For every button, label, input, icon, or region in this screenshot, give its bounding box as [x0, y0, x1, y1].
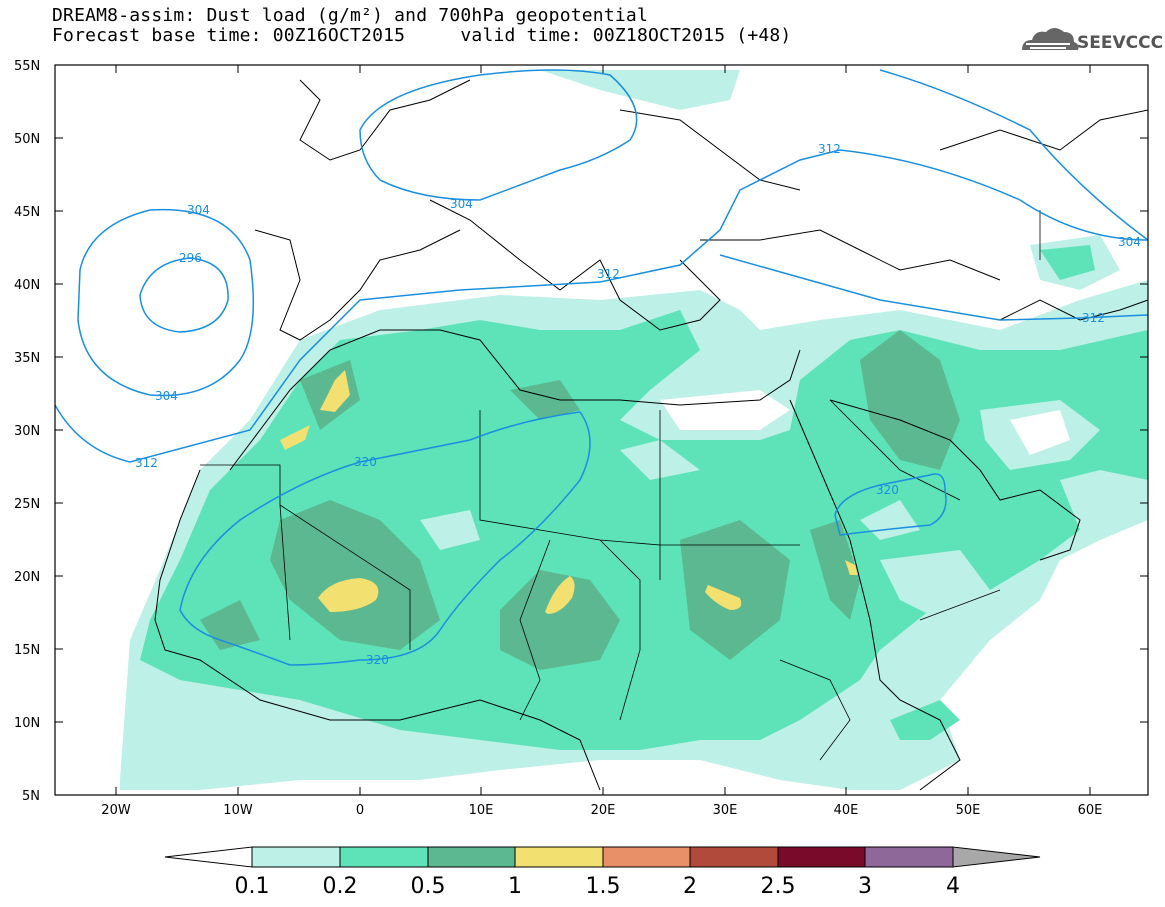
colorbar-swatch — [602, 846, 691, 868]
logo: SEEVCCC — [1022, 28, 1163, 53]
contour-label: 312 — [818, 142, 841, 156]
geopotential-contours — [55, 69, 1148, 666]
longitude-labels: 20W 10W 0 10E 20E 30E 40E 50E 60E — [101, 803, 1102, 818]
lat-label: 50N — [14, 132, 40, 147]
colorbar-label: 1.5 — [586, 874, 621, 899]
colorbar-label: 1 — [508, 874, 522, 899]
map-subtitle: Forecast base time: 00Z16OCT2015 valid t… — [52, 25, 792, 46]
colorbar-swatch — [952, 846, 1041, 868]
contour-label: 296 — [179, 251, 202, 265]
axis-ticks — [55, 64, 1148, 795]
lon-label: 50E — [956, 803, 981, 818]
colorbar-swatch — [777, 846, 866, 868]
contour-labels: 304 296 304 312 304 312 312 320 320 320 … — [135, 142, 1141, 667]
contour-label: 304 — [155, 389, 178, 403]
colorbar-label: 2 — [683, 874, 697, 899]
lon-label: 20E — [591, 803, 616, 818]
contour-label: 312 — [1082, 311, 1105, 325]
lat-label: 10N — [14, 716, 40, 731]
map-title: DREAM8-assim: Dust load (g/m²) and 700hP… — [52, 5, 648, 26]
colorbar-swatch — [864, 846, 954, 868]
logo-text: SEEVCCC — [1077, 33, 1163, 53]
lat-label: 55N — [14, 59, 40, 74]
contour-label: 320 — [354, 455, 377, 469]
lat-label: 20N — [14, 570, 40, 585]
colorbar-label: 0.2 — [323, 874, 358, 899]
colorbar-label: 3 — [858, 874, 872, 899]
colorbar: 0.1 0.2 0.5 1 1.5 2 2.5 3 4 — [164, 846, 1041, 899]
cloud-icon — [1022, 28, 1079, 50]
lat-label: 15N — [14, 643, 40, 658]
dust-layer-high — [280, 370, 858, 614]
contour-label: 312 — [135, 456, 158, 470]
lat-label: 45N — [14, 205, 40, 220]
lon-label: 60E — [1078, 803, 1103, 818]
lat-label: 40N — [14, 278, 40, 293]
lon-label: 10E — [469, 803, 494, 818]
colorbar-swatch — [514, 846, 604, 868]
lon-label: 0 — [356, 803, 364, 818]
colorbar-label: 2.5 — [761, 874, 796, 899]
lon-label: 20W — [101, 803, 131, 818]
colorbar-swatch — [164, 846, 253, 868]
contour-label: 304 — [187, 203, 210, 217]
country-borders — [200, 210, 1041, 761]
lon-label: 10W — [223, 803, 253, 818]
map-area — [55, 65, 1148, 795]
contour-label: 304 — [450, 197, 473, 211]
colorbar-swatch — [689, 846, 779, 868]
lat-label: 5N — [22, 789, 40, 804]
colorbar-swatch — [251, 846, 341, 868]
colorbar-label: 4 — [946, 874, 960, 899]
colorbar-swatch — [427, 846, 516, 868]
contour-label: 312 — [597, 267, 620, 281]
contour-label: 320 — [876, 483, 899, 497]
lon-label: 40E — [834, 803, 859, 818]
lat-label: 25N — [14, 497, 40, 512]
lon-label: 30E — [713, 803, 738, 818]
coastlines — [154, 79, 1148, 791]
contour-label: 320 — [366, 653, 389, 667]
colorbar-swatch — [339, 846, 429, 868]
latitude-labels: 55N 50N 45N 40N 35N 30N 25N 20N 15N 10N … — [14, 59, 40, 804]
dust-layer-dense — [200, 330, 960, 670]
lat-label: 30N — [14, 424, 40, 439]
colorbar-label: 0.5 — [411, 874, 446, 899]
lat-label: 35N — [14, 351, 40, 366]
contour-label: 304 — [1118, 235, 1141, 249]
colorbar-label: 0.1 — [235, 874, 270, 899]
